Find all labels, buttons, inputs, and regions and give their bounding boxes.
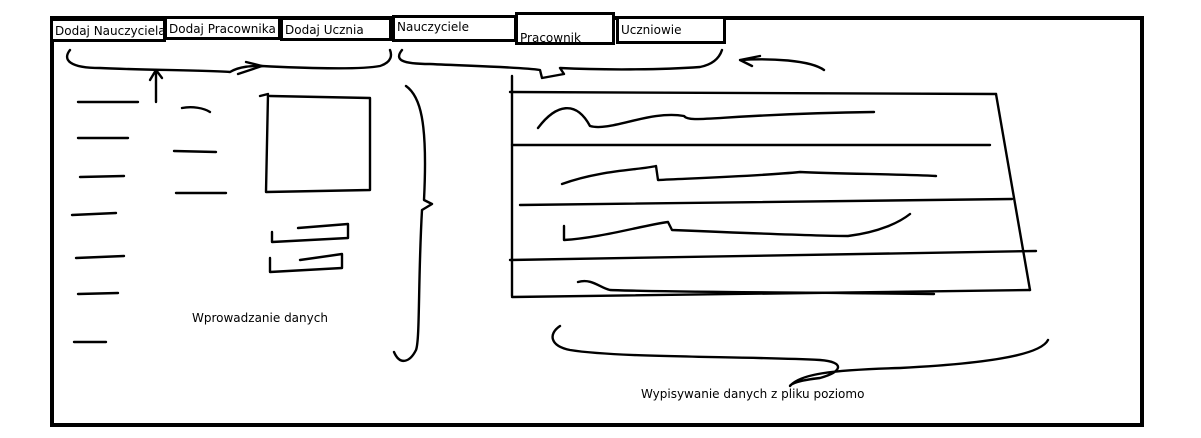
tab-pracownik[interactable]: Pracownik [515, 12, 615, 45]
output-brace [551, 324, 1050, 388]
caption-output-area: Wypisywanie danych z pliku poziomo [641, 387, 865, 401]
tab-dodaj-nauczyciela[interactable]: Dodaj Nauczyciela [50, 18, 166, 42]
form-field-line [172, 149, 218, 154]
arrow-left [738, 54, 826, 72]
divider-brace [392, 84, 434, 362]
arrow-up [148, 68, 164, 104]
form-label-line [74, 254, 126, 260]
photo-box [258, 92, 372, 194]
form-field-line [180, 106, 212, 114]
table-row-scribble [536, 107, 876, 130]
table-line [508, 90, 998, 96]
tab-dodaj-pracownika[interactable]: Dodaj Pracownika [164, 16, 281, 40]
brace-under-add-tabs [65, 48, 393, 74]
form-label-line [70, 211, 118, 217]
button-sketch [270, 222, 350, 244]
table-row-scribble [576, 279, 936, 296]
form-label-line [76, 291, 120, 296]
caption-input-area: Wprowadzanie danych [192, 311, 328, 325]
tab-dodaj-ucznia[interactable]: Dodaj Ucznia [280, 17, 392, 41]
table-row-scribble [562, 212, 912, 242]
form-label-line [78, 174, 126, 179]
tab-uczniowie[interactable]: Uczniowie [616, 16, 726, 44]
brace-under-list-tabs [397, 48, 724, 80]
table-line [994, 92, 1032, 292]
brace-pointer [236, 60, 264, 76]
table-line [518, 197, 1014, 207]
button-sketch [268, 252, 344, 274]
table-row-scribble [560, 164, 938, 186]
table-line [508, 249, 1038, 262]
